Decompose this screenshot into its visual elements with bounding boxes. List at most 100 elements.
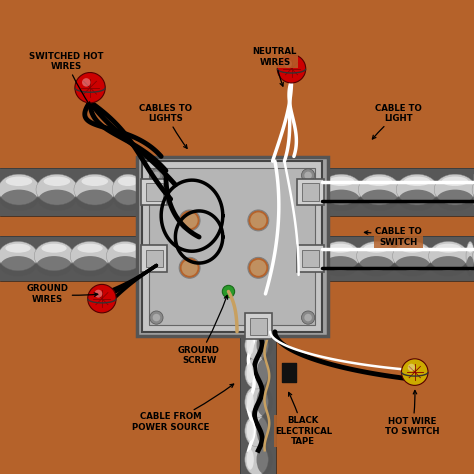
Text: SWITCHED HOT
WIRES: SWITCHED HOT WIRES bbox=[29, 52, 104, 106]
Ellipse shape bbox=[0, 174, 40, 205]
Ellipse shape bbox=[41, 244, 67, 253]
Bar bbox=[141, 245, 167, 272]
Bar bbox=[302, 183, 319, 201]
Text: GROUND
SCREW: GROUND SCREW bbox=[178, 295, 228, 365]
Text: GROUND
WIRES: GROUND WIRES bbox=[27, 284, 98, 303]
Ellipse shape bbox=[434, 174, 474, 205]
Ellipse shape bbox=[396, 174, 438, 205]
Ellipse shape bbox=[142, 256, 144, 276]
Ellipse shape bbox=[400, 244, 425, 253]
Ellipse shape bbox=[0, 256, 36, 276]
Ellipse shape bbox=[430, 256, 466, 276]
Ellipse shape bbox=[113, 244, 137, 253]
Ellipse shape bbox=[245, 330, 268, 332]
Ellipse shape bbox=[72, 256, 108, 276]
Ellipse shape bbox=[473, 241, 474, 271]
Bar bbox=[146, 183, 163, 201]
Bar bbox=[240, 332, 276, 474]
Ellipse shape bbox=[442, 177, 468, 186]
Circle shape bbox=[248, 257, 269, 278]
Bar bbox=[149, 168, 315, 325]
Text: HOT WIRE
TO SWITCH: HOT WIRE TO SWITCH bbox=[385, 391, 439, 436]
Circle shape bbox=[153, 314, 160, 321]
Ellipse shape bbox=[320, 174, 362, 205]
Ellipse shape bbox=[392, 241, 432, 271]
Bar bbox=[142, 161, 322, 332]
Text: BLACK
ELECTRICAL
TAPE: BLACK ELECTRICAL TAPE bbox=[275, 392, 332, 446]
Wedge shape bbox=[401, 359, 428, 385]
Circle shape bbox=[94, 290, 102, 298]
Ellipse shape bbox=[246, 330, 254, 331]
Circle shape bbox=[248, 210, 269, 231]
Ellipse shape bbox=[0, 190, 38, 211]
Circle shape bbox=[150, 311, 163, 324]
Ellipse shape bbox=[245, 415, 268, 447]
Bar bbox=[137, 157, 328, 336]
Bar bbox=[297, 179, 324, 205]
Bar bbox=[322, 236, 474, 281]
Circle shape bbox=[408, 364, 415, 371]
Ellipse shape bbox=[472, 174, 474, 205]
Bar bbox=[250, 318, 267, 335]
Ellipse shape bbox=[256, 332, 273, 359]
Ellipse shape bbox=[358, 174, 400, 205]
Ellipse shape bbox=[36, 174, 78, 205]
Ellipse shape bbox=[322, 190, 360, 211]
Ellipse shape bbox=[245, 357, 268, 389]
Bar bbox=[0, 168, 142, 216]
Ellipse shape bbox=[256, 388, 273, 416]
Ellipse shape bbox=[34, 241, 74, 271]
Bar bbox=[0, 236, 142, 281]
Ellipse shape bbox=[358, 256, 394, 276]
Ellipse shape bbox=[466, 241, 474, 271]
Circle shape bbox=[304, 314, 312, 321]
Text: CABLE TO
SWITCH: CABLE TO SWITCH bbox=[365, 228, 421, 246]
Ellipse shape bbox=[114, 190, 142, 211]
Wedge shape bbox=[75, 73, 105, 103]
Ellipse shape bbox=[77, 244, 103, 253]
Ellipse shape bbox=[74, 174, 116, 205]
Ellipse shape bbox=[256, 359, 273, 388]
Bar bbox=[302, 250, 319, 267]
Ellipse shape bbox=[246, 392, 254, 412]
Ellipse shape bbox=[322, 256, 358, 276]
Ellipse shape bbox=[118, 177, 138, 186]
Ellipse shape bbox=[246, 336, 254, 355]
Ellipse shape bbox=[108, 256, 142, 276]
Ellipse shape bbox=[328, 244, 353, 253]
Ellipse shape bbox=[144, 177, 150, 186]
Bar bbox=[322, 168, 474, 216]
Ellipse shape bbox=[112, 174, 144, 205]
Ellipse shape bbox=[428, 241, 468, 271]
Circle shape bbox=[250, 212, 266, 228]
Ellipse shape bbox=[436, 244, 461, 253]
Ellipse shape bbox=[70, 241, 110, 271]
Ellipse shape bbox=[82, 177, 108, 186]
Circle shape bbox=[179, 257, 200, 278]
Ellipse shape bbox=[142, 241, 144, 271]
Ellipse shape bbox=[38, 190, 76, 211]
Ellipse shape bbox=[0, 241, 38, 271]
Circle shape bbox=[301, 311, 315, 324]
Circle shape bbox=[222, 285, 235, 298]
Ellipse shape bbox=[246, 363, 254, 383]
Ellipse shape bbox=[328, 177, 355, 186]
Ellipse shape bbox=[142, 174, 152, 205]
Ellipse shape bbox=[245, 330, 268, 360]
Ellipse shape bbox=[245, 386, 268, 418]
Ellipse shape bbox=[320, 241, 360, 271]
Ellipse shape bbox=[256, 416, 273, 445]
Ellipse shape bbox=[5, 244, 31, 253]
Ellipse shape bbox=[356, 241, 396, 271]
Ellipse shape bbox=[436, 190, 474, 211]
Ellipse shape bbox=[246, 421, 254, 441]
Ellipse shape bbox=[143, 244, 144, 253]
Circle shape bbox=[304, 172, 312, 179]
Circle shape bbox=[150, 169, 163, 182]
Ellipse shape bbox=[360, 190, 398, 211]
Ellipse shape bbox=[364, 244, 389, 253]
Bar bbox=[245, 313, 272, 339]
Text: CABLE FROM
POWER SOURCE: CABLE FROM POWER SOURCE bbox=[132, 384, 234, 431]
Circle shape bbox=[301, 169, 315, 182]
Ellipse shape bbox=[246, 449, 254, 470]
